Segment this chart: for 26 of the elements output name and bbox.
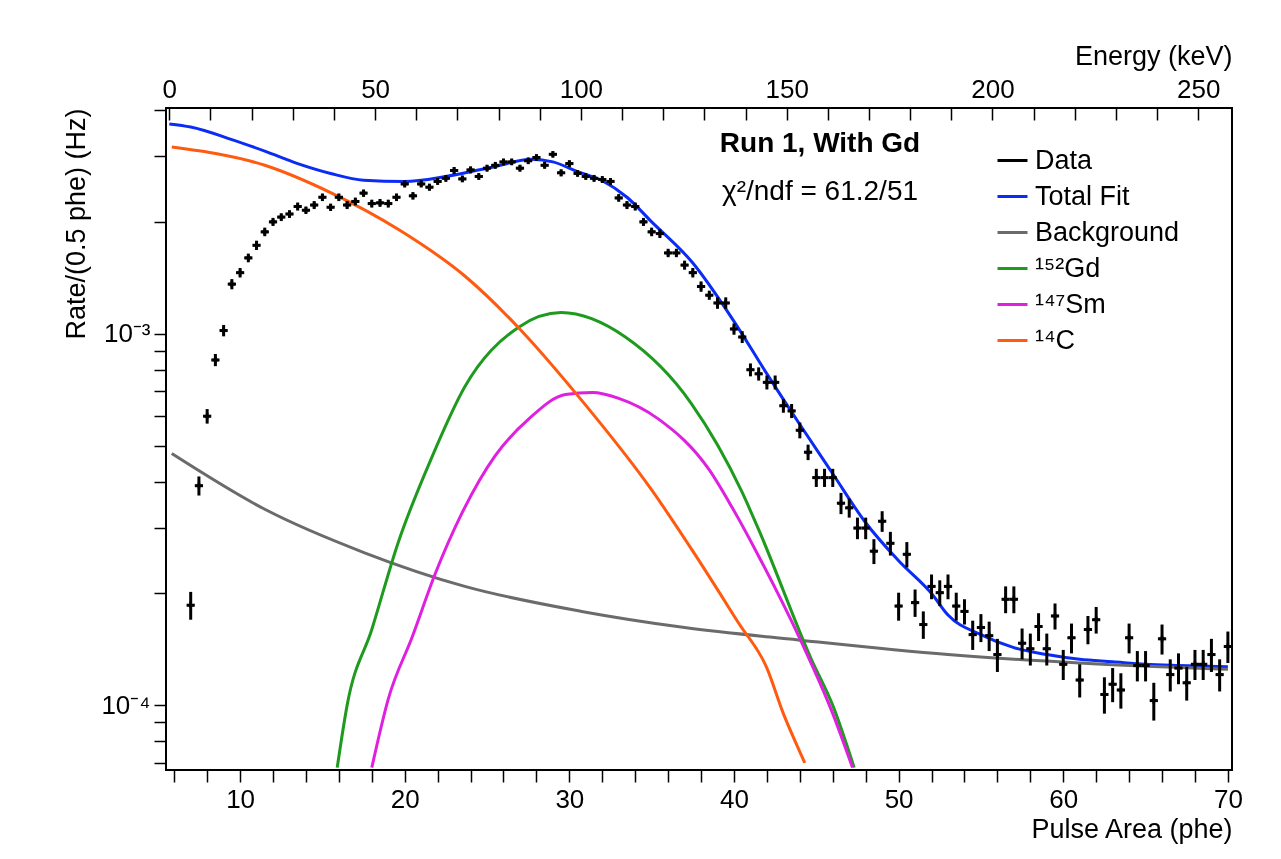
x2-tick-label: 0: [162, 73, 178, 104]
x2-tick-label: 150: [765, 73, 809, 104]
annotation: χ²/ndf = 61.2/51: [721, 175, 919, 206]
x-tick-label: 20: [390, 783, 420, 814]
x2-tick-label: 100: [559, 73, 604, 104]
x2-tick-label: 250: [1177, 73, 1221, 104]
x2-tick-label: 50: [361, 73, 391, 104]
x-tick-label: 60: [1049, 783, 1079, 814]
legend-label: ¹⁵²Gd: [1035, 252, 1101, 283]
x-tick-label: 70: [1213, 783, 1243, 814]
y-tick-label: 10⁻⁴: [101, 689, 151, 720]
legend-label: ¹⁴C: [1035, 324, 1076, 355]
y-axis-title: Rate/(0.5 phe) (Hz): [61, 108, 92, 340]
x2-axis-title: Energy (keV): [1074, 40, 1233, 71]
x-tick-label: 50: [884, 783, 914, 814]
x-axis-title: Pulse Area (phe): [1031, 813, 1233, 844]
legend-label: Background: [1035, 216, 1180, 247]
legend-label: Total Fit: [1035, 180, 1131, 211]
legend-label: ¹⁴⁷Sm: [1035, 288, 1106, 319]
x-tick-label: 40: [720, 783, 749, 814]
x2-tick-label: 200: [971, 73, 1015, 104]
y-tick-label: 10⁻³: [103, 318, 151, 349]
x-tick-label: 30: [555, 783, 585, 814]
annotation: Run 1, With Gd: [719, 127, 921, 158]
x-tick-label: 10: [226, 783, 256, 814]
legend-label: Data: [1035, 144, 1094, 175]
